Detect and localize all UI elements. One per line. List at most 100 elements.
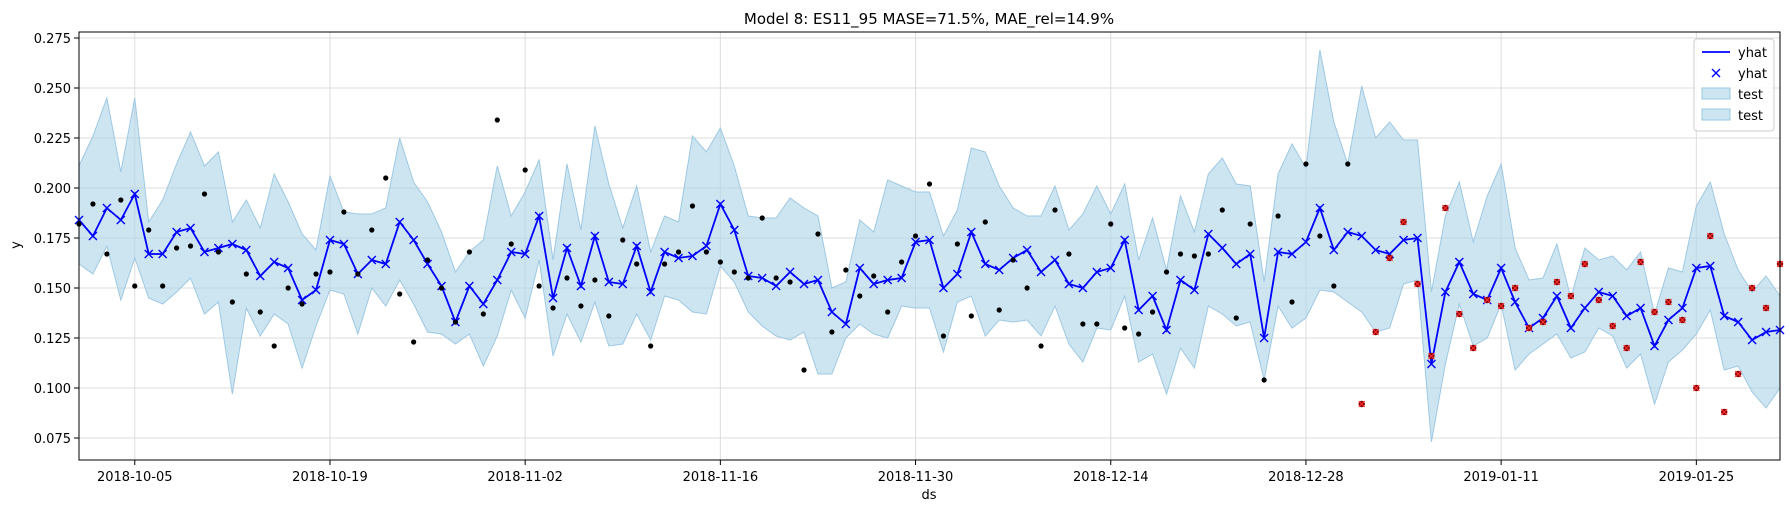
test-point-cross [1637,258,1644,266]
y-tick-label: 0.175 [34,232,71,247]
observed-point [620,237,626,243]
yhat-marker [520,249,530,259]
observed-point [132,283,138,289]
test-point-cross [1358,400,1366,408]
yhat-marker [1092,267,1102,277]
test-point-cross [1720,408,1728,416]
observed-point [480,311,486,317]
yhat-marker [827,307,837,317]
test-point-cross [1539,318,1547,326]
yhat-marker [687,251,697,261]
observed-point [341,209,347,215]
observed-point [146,227,152,233]
observed-point [1233,315,1239,321]
yhat-marker [1399,235,1409,245]
yhat-marker [1022,245,1032,255]
observed-point [899,259,905,265]
yhat-marker [1440,287,1450,297]
yhat-marker [1343,227,1353,237]
observed-point [1247,221,1253,227]
observed-point [1331,283,1337,289]
legend-marker-handle [1711,68,1721,78]
yhat-marker [395,217,405,227]
observed-point [996,307,1002,313]
observed-point [104,251,110,257]
yhat-marker [255,271,265,281]
yhat-marker [980,259,990,269]
yhat-marker [1175,275,1185,285]
x-tick-label: 2018-10-05 [97,470,173,485]
yhat-marker [1120,235,1130,245]
observed-point [466,249,472,255]
observed-point [438,285,445,291]
yhat-marker [130,189,140,199]
observed-point [452,319,459,325]
observed-point [648,343,654,349]
yhat-marker [1064,279,1074,289]
test-point-cross [1762,304,1770,312]
test-point-cross [1651,308,1658,316]
observed-point [271,343,277,349]
observed-point [912,233,919,239]
y-tick-label: 0.200 [34,182,71,197]
observed-point [1191,253,1198,259]
observed-point [1163,269,1170,275]
yhat-marker [1636,303,1646,313]
yhat-marker [1496,263,1506,273]
x-axis-title: ds [921,488,936,503]
yhat-marker [423,259,433,269]
observed-point [801,367,807,373]
observed-point [661,261,668,267]
legend-label: test [1738,109,1763,124]
test-point-cross [1567,292,1575,300]
yhat-marker [1371,245,1381,255]
yhat-marker [1705,261,1715,271]
yhat-marker [1747,335,1757,345]
observed-point [1149,309,1156,315]
observed-point [550,305,556,311]
yhat-marker [1677,303,1687,313]
observed-point [1219,207,1225,213]
yhat-marker [952,269,962,279]
observed-point [675,249,682,255]
yhat-marker [1650,341,1660,351]
x-axis-ticks: 2018-10-05 2018-10-19 2018-11-02 2018-11-16… [97,460,1734,485]
yhat-marker [227,239,237,249]
observed-point [1136,331,1142,337]
test-point-cross [1525,324,1533,332]
legend-label: yhat [1738,67,1767,82]
test-point-cross [1706,232,1714,240]
yhat-marker [102,203,112,213]
observed-point [717,259,723,265]
yhat-marker [1301,237,1311,247]
yhat-marker [1315,203,1325,213]
observed-point [871,273,877,279]
observed-point [1052,207,1058,213]
test-point-cross [1609,322,1617,330]
observed-point [703,249,710,255]
yhat-marker [367,255,377,265]
yhat-series [74,189,1785,369]
yhat-marker [1329,245,1339,255]
yhat-marker [534,211,544,221]
yhat-marker [618,279,628,289]
test-point-cross [1455,310,1463,318]
yhat-marker [1594,287,1604,297]
yhat-marker [715,199,725,209]
yhat-marker [1189,285,1199,295]
x-tick-label: 2018-12-28 [1268,470,1344,485]
yhat-marker [1426,359,1436,369]
yhat-marker [1231,259,1241,269]
observed-point [857,293,863,299]
yhat-marker [869,279,879,289]
yhat-marker [172,227,182,237]
observed-point [745,275,751,281]
y-tick-label: 0.250 [34,82,71,97]
observed-point [508,241,514,247]
x-tick-label: 2018-11-30 [878,470,954,485]
observed-point [829,329,835,335]
yhat-marker [1217,243,1227,253]
yhat-marker [339,239,349,249]
yhat-marker [1566,323,1576,333]
observed-point [383,175,389,181]
